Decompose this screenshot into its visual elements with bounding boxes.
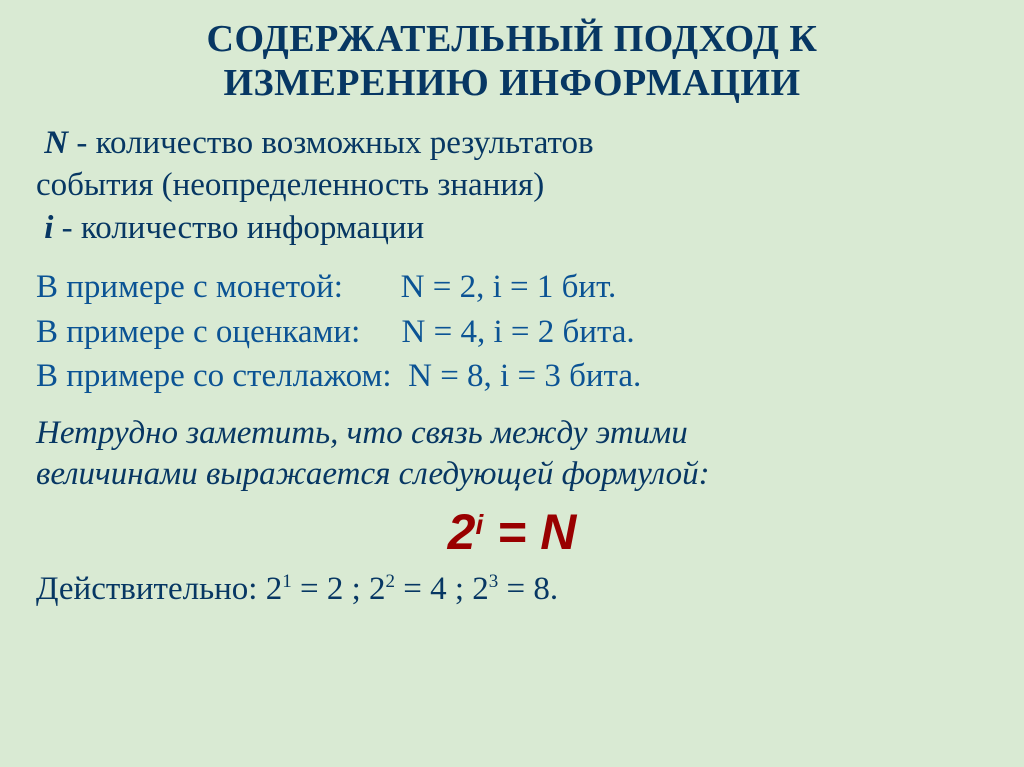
conclusion-item: 23 = 8. bbox=[472, 571, 558, 607]
example-values: N = 4, i = 2 бита. bbox=[402, 314, 635, 350]
def-n-text-2: события (неопределенность знания) bbox=[36, 167, 544, 203]
formula-rhs: N bbox=[540, 504, 576, 560]
example-label: В примере с оценками: bbox=[36, 314, 402, 350]
example-label: В примере с монетой: bbox=[36, 269, 401, 305]
formula-base: 2 bbox=[448, 504, 476, 560]
def-n-text-1: - количество возможных результатов bbox=[68, 125, 594, 161]
slide-title: СОДЕРЖАТЕЛЬНЫЙ ПОДХОД К ИЗМЕРЕНИЮ ИНФОРМ… bbox=[30, 18, 994, 105]
example-row: В примере с монетой: N = 2, i = 1 бит. bbox=[36, 265, 988, 310]
note-line-1: Нетрудно заметить, что связь между этими bbox=[36, 415, 688, 451]
example-row: В примере с оценками: N = 4, i = 2 бита. bbox=[36, 310, 988, 355]
var-n: N bbox=[44, 125, 68, 161]
note-text: Нетрудно заметить, что связь между этими… bbox=[30, 413, 994, 496]
main-formula: 2i = N bbox=[30, 503, 994, 561]
conclusion-sep: ; bbox=[447, 571, 473, 607]
definition-n: N - количество возможных результатов соб… bbox=[30, 123, 994, 206]
example-values: N = 8, i = 3 бита. bbox=[408, 358, 641, 394]
conclusion-item: 22 = 4 bbox=[369, 571, 447, 607]
formula-eq: = bbox=[483, 504, 540, 560]
conclusion-prefix: Действительно: bbox=[36, 571, 266, 607]
conclusion-item: 21 = 2 bbox=[266, 571, 344, 607]
example-row: В примере со стеллажом: N = 8, i = 3 бит… bbox=[36, 354, 988, 399]
title-line-1: СОДЕРЖАТЕЛЬНЫЙ ПОДХОД К bbox=[207, 18, 818, 60]
def-i-text: - количество информации bbox=[53, 210, 424, 246]
conclusion-sep: ; bbox=[343, 571, 369, 607]
formula-exponent: i bbox=[475, 509, 483, 540]
conclusion-line: Действительно: 21 = 2 ; 22 = 4 ; 23 = 8. bbox=[30, 571, 994, 608]
note-line-2: величинами выражается следующей формулой… bbox=[36, 456, 710, 492]
examples-block: В примере с монетой: N = 2, i = 1 бит. В… bbox=[30, 265, 994, 399]
example-label: В примере со стеллажом: bbox=[36, 358, 408, 394]
example-values: N = 2, i = 1 бит. bbox=[401, 269, 617, 305]
definition-i: i - количество информации bbox=[30, 208, 994, 249]
title-line-2: ИЗМЕРЕНИЮ ИНФОРМАЦИИ bbox=[223, 62, 800, 104]
